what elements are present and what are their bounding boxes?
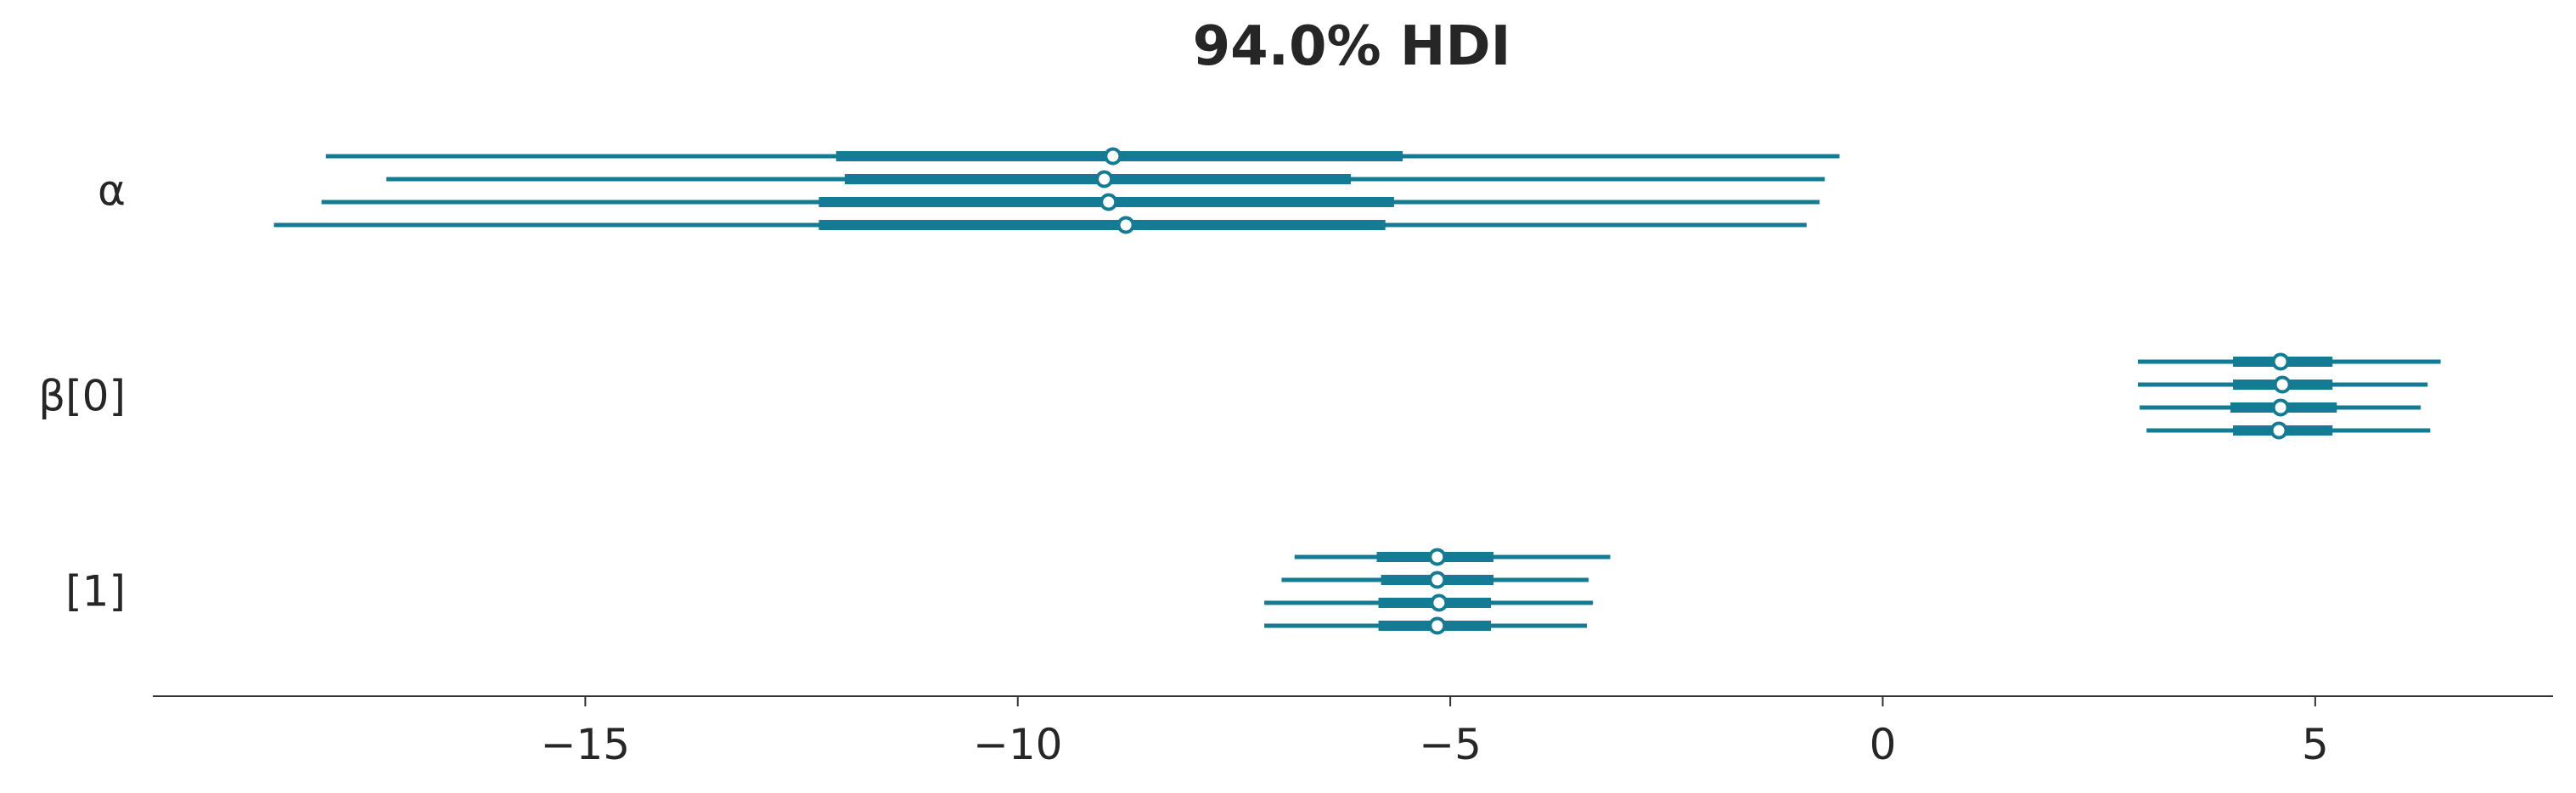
row-label: [1] [65,567,126,616]
median-point [2269,421,2288,440]
x-tick-label: −15 [541,720,631,769]
median-point [1116,216,1135,234]
median-point [1428,571,1447,589]
x-tick-label: −5 [1419,720,1482,769]
median-point [2271,352,2290,371]
median-point [1428,616,1447,635]
median-point [2271,398,2290,417]
row-2: [1] [65,548,1611,635]
rows-group: α β[0] [1] [38,147,2441,635]
x-axis-ticks: −15 −10 −5 0 5 [541,696,2329,769]
row-label: β[0] [38,372,126,421]
row-label: α [98,166,126,216]
row-1: β[0] [38,352,2441,440]
row-0: α [98,147,1840,234]
median-point [1428,548,1447,566]
median-point [1430,593,1448,612]
median-point [1095,170,1114,188]
median-point [2273,375,2292,394]
chart-title: 94.0% HDI [1193,15,1511,78]
median-point [1104,147,1122,166]
x-tick-label: 5 [2302,720,2329,769]
x-tick-label: −10 [973,720,1063,769]
x-tick-label: 0 [1870,720,1897,769]
median-point [1100,193,1118,211]
